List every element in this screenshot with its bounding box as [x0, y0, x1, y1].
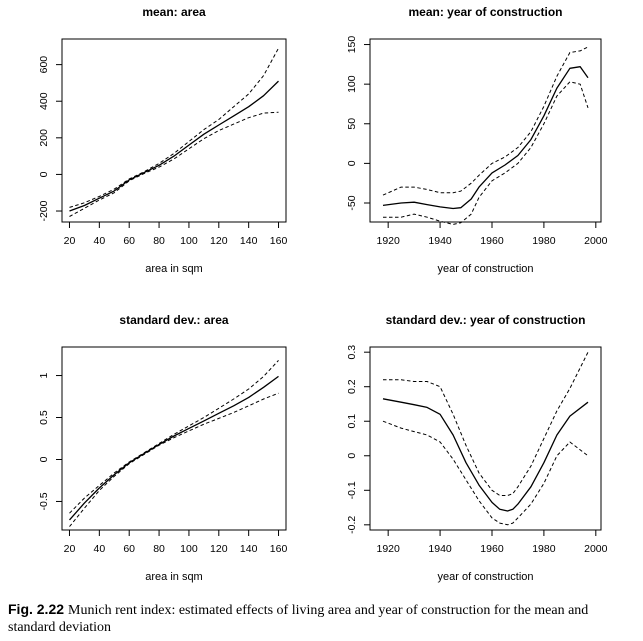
x-tick-label: 100	[180, 543, 198, 555]
plot-frame	[61, 346, 287, 531]
x-axis-label: area in sqm	[145, 263, 202, 275]
y-tick-label: 0	[346, 160, 358, 166]
upper-bound-line	[69, 47, 279, 208]
y-tick-label: 0	[38, 456, 50, 462]
lower-bound-line	[69, 111, 279, 217]
chart-title: standard dev.: area	[119, 313, 228, 327]
x-tick-label: 60	[123, 543, 135, 555]
y-tick-label: 0.2	[346, 379, 358, 394]
x-axis-label: year of construction	[438, 571, 534, 583]
x-tick-label: 140	[240, 235, 258, 247]
y-tick-label: 1	[38, 372, 50, 378]
figure-caption: Fig. 2.22 Munich rent index: estimated ef…	[8, 601, 638, 636]
upper-bound-line	[382, 46, 589, 196]
y-tick-label: 0.3	[346, 345, 358, 360]
x-tick-label: 60	[123, 235, 135, 247]
x-tick-label: 20	[64, 235, 76, 247]
chart-panel-2: mean: year of construction 1920 1940 1960 19…	[346, 5, 608, 275]
lower-bound-line	[69, 392, 279, 527]
x-tick-label: 1980	[532, 235, 556, 247]
plot-frame	[61, 38, 287, 223]
x-tick-label: 120	[210, 543, 228, 555]
lower-bound-line	[383, 81, 589, 225]
x-tick-label: 40	[93, 543, 105, 555]
y-tick-label: -200	[38, 200, 50, 221]
y-tick-label: -50	[346, 195, 358, 210]
y-tick-label: 0	[346, 453, 358, 459]
y-tick-label: 0	[38, 171, 50, 177]
y-tick-label: 0.5	[38, 410, 50, 425]
x-tick-label: 1960	[480, 235, 504, 247]
x-tick-label: 40	[93, 235, 105, 247]
chart-title: mean: area	[142, 5, 206, 19]
x-axis-label: year of construction	[438, 263, 534, 275]
x-axis-label: area in sqm	[145, 571, 202, 583]
y-tick-label: 0.1	[346, 414, 358, 429]
y-tick-label: 150	[346, 36, 358, 54]
upper-bound-line	[383, 351, 589, 496]
x-tick-label: 100	[180, 235, 198, 247]
x-tick-label: 1940	[428, 543, 452, 555]
y-tick-label: 600	[38, 56, 50, 74]
plot-frame	[369, 38, 602, 223]
x-tick-label: 2000	[584, 235, 608, 247]
x-tick-label: 1920	[376, 543, 400, 555]
estimate-line	[69, 375, 279, 521]
y-tick-label: -0.5	[38, 492, 50, 510]
x-tick-label: 20	[64, 543, 76, 555]
estimate-line	[382, 66, 589, 210]
chart-panel-3: standard dev.: area 20 40 60 80 100 120 140 160 -…	[38, 313, 287, 583]
upper-bound-line	[69, 360, 279, 514]
x-tick-label: 1940	[428, 235, 452, 247]
x-tick-label: 160	[270, 543, 288, 555]
lower-bound-line	[382, 420, 589, 526]
caption-text: Munich rent index: estimated effects of …	[8, 603, 589, 635]
estimate-line	[382, 398, 589, 512]
y-tick-label: 400	[38, 92, 50, 110]
x-tick-label: 160	[270, 235, 288, 247]
chart-title: mean: year of construction	[408, 5, 562, 19]
x-tick-label: 80	[153, 235, 165, 247]
x-tick-label: 1920	[376, 235, 400, 247]
y-tick-label: 200	[38, 129, 50, 147]
x-tick-label: 1980	[532, 543, 556, 555]
x-tick-label: 140	[240, 543, 258, 555]
figure-label: Fig. 2.22	[8, 601, 65, 617]
y-tick-label: -0.2	[346, 516, 358, 534]
x-tick-label: 80	[153, 543, 165, 555]
chart-panel-4: standard dev.: year of construction 1920 1…	[346, 313, 608, 583]
plot-frame	[369, 346, 602, 531]
y-tick-label: 100	[346, 75, 358, 93]
y-tick-label: -0.1	[346, 481, 358, 499]
x-tick-label: 1960	[480, 543, 504, 555]
chart-title: standard dev.: year of construction	[386, 313, 586, 327]
y-tick-label: 50	[346, 118, 358, 130]
x-tick-label: 2000	[584, 543, 608, 555]
chart-panel-1: mean: area 20 40 60 80 100 120 140 160 -200 0 200 40…	[38, 5, 287, 275]
x-tick-label: 120	[210, 235, 228, 247]
estimate-line	[69, 80, 279, 212]
